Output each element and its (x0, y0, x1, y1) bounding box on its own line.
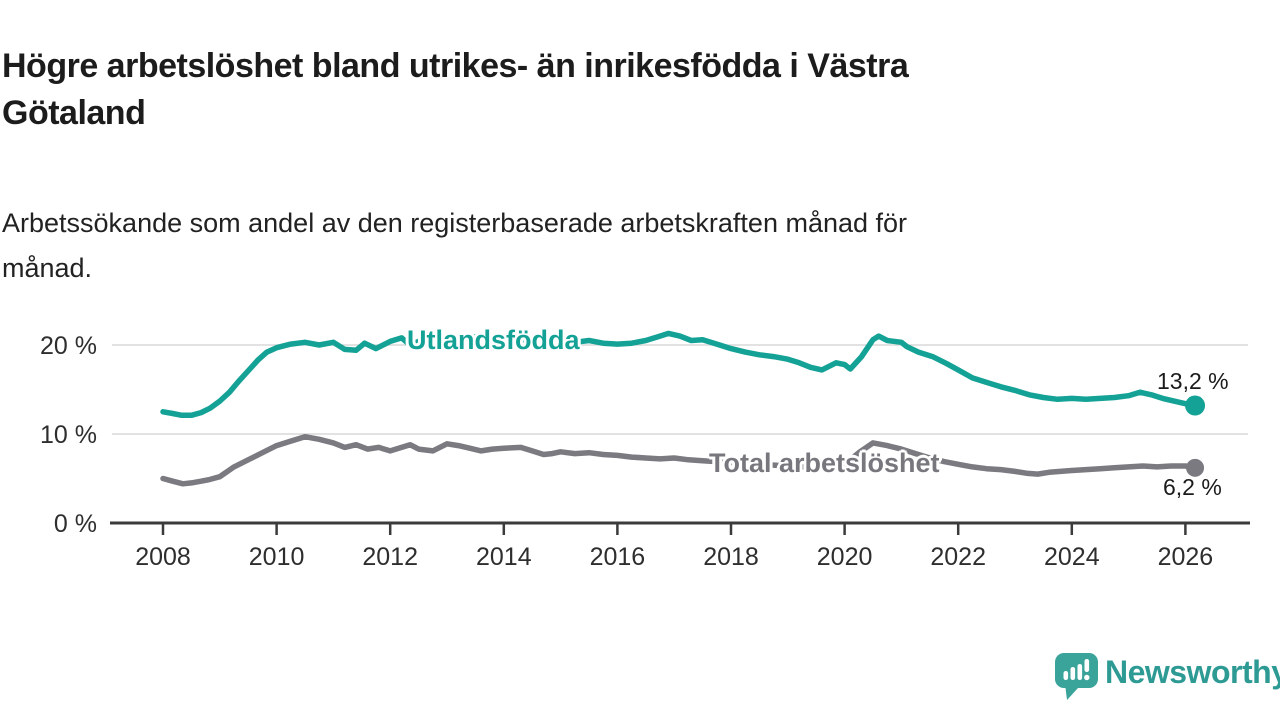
series-label-utlandsfodda: Utlandsfödda (407, 325, 580, 355)
brand-name: Newsworthy (1105, 654, 1280, 690)
x-tick-label-2008: 2008 (135, 543, 191, 571)
page-title-line-2: Götaland (2, 93, 146, 132)
y-tick-label-0: 0 % (54, 510, 97, 538)
newsworthy-logo-icon (1055, 653, 1098, 700)
series-label-total-arbetsloshet: Total arbetslöshet (709, 448, 940, 478)
end-value-label-total: 6,2 % (1163, 474, 1222, 500)
line-chart: 0 % 10 % 20 % 2008 2010 2012 2014 2016 2018 2020 2… (40, 330, 1250, 571)
newsworthy-brand: Newsworthy (1053, 651, 1280, 703)
series-line-utlandsfodda (160, 330, 1198, 419)
x-tick-label-2012: 2012 (362, 543, 418, 571)
y-tick-label-10: 10 % (40, 421, 97, 449)
x-tick-label-2024: 2024 (1044, 543, 1100, 571)
x-tick-label-2010: 2010 (249, 543, 305, 571)
x-tick-label-2016: 2016 (590, 543, 646, 571)
x-tick-label-2020: 2020 (817, 543, 873, 571)
chart-subtitle: Arbetssökande som andel av den registerb… (2, 201, 1252, 291)
chart-subtitle-line-1: Arbetssökande som andel av den registerb… (2, 208, 908, 238)
x-tick-label-2022: 2022 (930, 543, 986, 571)
x-tick-label-2014: 2014 (476, 543, 532, 571)
series-line-total (160, 433, 1198, 487)
x-tick-label-2026: 2026 (1158, 543, 1214, 571)
series-end-dot-utlandsfodda (1185, 395, 1206, 416)
x-tick-label-2018: 2018 (703, 543, 759, 571)
y-tick-label-20: 20 % (40, 332, 97, 360)
end-value-label-utlandsfodda: 13,2 % (1157, 368, 1229, 394)
series-end-dot-total (1186, 458, 1205, 477)
page-title: Högre arbetslöshet bland utrikes- än inr… (2, 43, 1252, 137)
page-title-line-1: Högre arbetslöshet bland utrikes- än inr… (2, 46, 909, 85)
chart-subtitle-line-2: månad. (2, 253, 93, 283)
